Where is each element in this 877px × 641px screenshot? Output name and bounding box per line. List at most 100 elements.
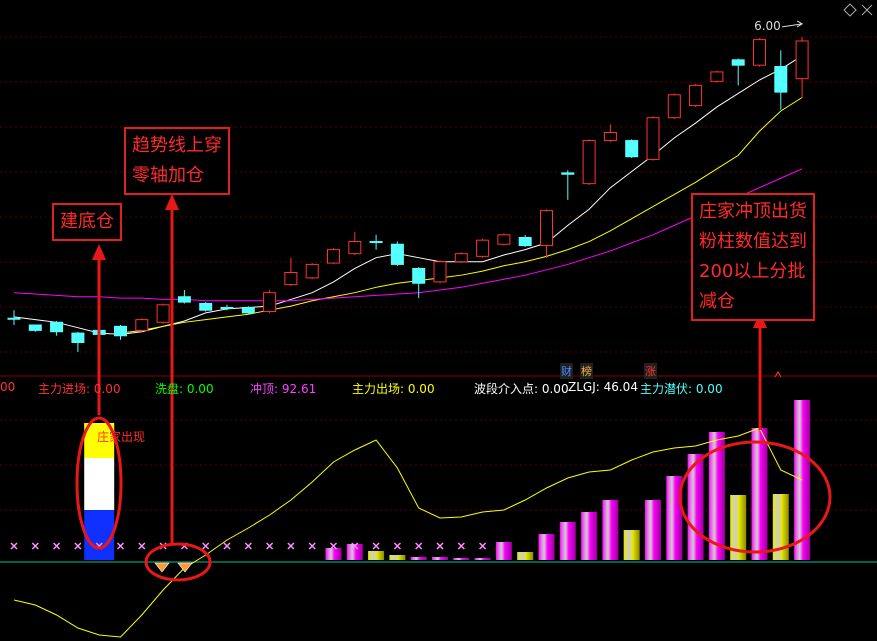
x-marker <box>287 542 295 550</box>
x-marker <box>202 542 210 550</box>
candle-body <box>390 243 404 265</box>
x-marker <box>53 542 61 550</box>
bar <box>410 557 427 560</box>
x-marker <box>74 542 82 550</box>
x-marker <box>393 542 401 550</box>
x-marker <box>116 542 125 550</box>
candle-body <box>199 302 213 311</box>
candle-body <box>561 172 575 175</box>
indicator-header: 洗盘: 0.00 <box>155 382 214 396</box>
indicator-header: 主力进场: 0.00 <box>38 382 121 396</box>
stack-segment <box>84 458 115 510</box>
bar <box>346 544 363 560</box>
candle-body <box>305 263 319 279</box>
bar <box>581 512 598 560</box>
x-marker <box>10 542 18 550</box>
candle-body <box>603 132 617 142</box>
bar <box>325 548 342 560</box>
annotation-text: 零轴加仓 <box>132 165 204 186</box>
indicator-header: 00 <box>0 380 16 394</box>
candle-body <box>476 239 490 257</box>
line-series <box>13 427 803 638</box>
icons <box>154 3 873 573</box>
x-marker <box>329 542 338 550</box>
x-marker <box>223 542 231 550</box>
bar <box>538 534 555 560</box>
bar <box>623 530 640 560</box>
bar <box>708 432 725 560</box>
bar <box>495 542 512 560</box>
annotation-box: 建底仓 <box>52 203 122 241</box>
candle-body <box>795 40 809 80</box>
candle-body <box>156 304 170 323</box>
candle-body <box>518 237 532 247</box>
annotation-text: 建底仓 <box>60 211 114 232</box>
candle-body <box>774 66 788 93</box>
line-series <box>120 97 803 334</box>
candle-body <box>327 249 340 264</box>
bar <box>368 551 385 560</box>
annotation-box: 庄家冲顶出货 粉柱数值达到 200以上分批 减仓 <box>691 193 815 321</box>
indicator-header: ZLGJ: 46.04 <box>568 380 638 394</box>
annotation-text: 减仓 <box>699 291 735 312</box>
callouts <box>75 194 832 582</box>
bar <box>453 558 470 560</box>
annotation-text: 庄家冲顶出货 <box>699 201 807 222</box>
candle-body <box>177 296 191 303</box>
bar <box>602 500 619 560</box>
price-arrow <box>782 20 804 28</box>
candle-body <box>625 140 639 158</box>
candle-body <box>667 94 681 119</box>
candle-body <box>540 210 553 247</box>
tag: 涨 <box>644 363 657 379</box>
x-marker <box>244 542 252 550</box>
line-series <box>13 168 803 302</box>
candle-body <box>241 307 255 314</box>
bar <box>389 555 406 560</box>
candle-body <box>220 307 234 309</box>
bar <box>517 552 534 560</box>
candle-body <box>454 253 468 263</box>
annotation-text: 趋势线上穿 <box>132 135 222 156</box>
candle-body <box>135 319 149 331</box>
bar <box>432 557 448 560</box>
x-marker <box>436 542 444 550</box>
bar <box>730 495 747 560</box>
candle-body <box>28 324 42 331</box>
x-marker <box>479 542 487 550</box>
x-marker <box>372 542 380 550</box>
candle-body <box>582 140 596 185</box>
candle-body <box>50 321 64 333</box>
x-marker <box>415 542 423 550</box>
candle-body <box>753 39 766 66</box>
bar <box>559 522 576 560</box>
line-series <box>13 55 803 335</box>
candle-body <box>710 71 724 82</box>
indicator-header: 波段介入点: 0.00 <box>474 382 569 396</box>
x-marker <box>457 542 465 550</box>
x-marker <box>308 542 316 550</box>
tag: 财 <box>560 363 573 379</box>
bar <box>772 494 789 560</box>
candle-body <box>412 267 426 284</box>
tag: 榜 <box>580 363 593 379</box>
candle-body <box>689 84 703 107</box>
x-marker <box>266 542 274 550</box>
candle-body <box>646 117 660 160</box>
candle-body <box>497 234 511 245</box>
x-marker <box>351 542 359 550</box>
candle-body <box>71 332 85 344</box>
candle-body <box>348 241 362 255</box>
bar <box>751 428 768 560</box>
x-marker <box>138 542 146 550</box>
bar <box>645 500 661 560</box>
annotation-text: 200以上分批 <box>699 261 806 282</box>
indicator-header: 主力潜伏: 0.00 <box>640 382 723 396</box>
stack-segment <box>84 510 115 560</box>
bar <box>666 476 683 560</box>
candle-body <box>7 317 21 320</box>
candle-body <box>433 261 447 283</box>
candle-body <box>263 292 277 313</box>
bar <box>474 558 491 560</box>
